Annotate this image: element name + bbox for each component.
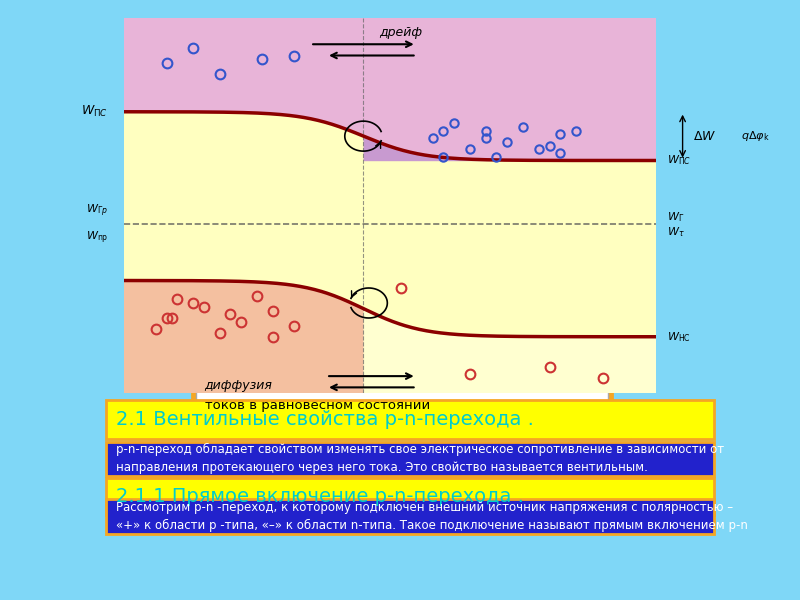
FancyBboxPatch shape [106, 478, 714, 515]
FancyBboxPatch shape [106, 499, 714, 534]
Text: p-n-переход обладает свойством изменять свое электрическое сопротивление в завис: p-n-переход обладает свойством изменять … [115, 443, 724, 475]
Text: диффузия: диффузия [204, 379, 272, 392]
Text: 2.1 Вентильные свойства p-n-перехода .: 2.1 Вентильные свойства p-n-перехода . [115, 410, 534, 429]
FancyBboxPatch shape [106, 442, 714, 476]
Text: $W_{\rm HC}$: $W_{\rm HC}$ [666, 330, 690, 344]
FancyBboxPatch shape [196, 86, 609, 374]
Text: $W_{\Gamma p}$: $W_{\Gamma p}$ [86, 203, 108, 220]
Polygon shape [364, 309, 656, 393]
Text: $\Delta W$: $\Delta W$ [694, 130, 717, 143]
Text: Зонная диаграмма $\bf{p}$-$\bf{n}$-перехода, иллюстрирующая баланс
токов в равно: Зонная диаграмма $\bf{p}$-$\bf{n}$-перех… [206, 376, 624, 412]
FancyBboxPatch shape [192, 83, 612, 377]
Text: $W_{\Gamma}$: $W_{\Gamma}$ [666, 210, 684, 224]
Text: 2.1.1 Прямое включение p-n-перехода .: 2.1.1 Прямое включение p-n-перехода . [115, 487, 523, 506]
FancyBboxPatch shape [192, 374, 612, 415]
Text: дрейф: дрейф [379, 26, 422, 39]
Text: Рассмотрим p-n -переход, к которому подключен внешний источник напряжения с поля: Рассмотрим p-n -переход, к которому подк… [115, 501, 747, 532]
FancyBboxPatch shape [196, 377, 609, 412]
Text: $W_{\Pi C}$: $W_{\Pi C}$ [81, 104, 108, 119]
Text: $q\Delta\varphi_{\rm k}$: $q\Delta\varphi_{\rm k}$ [741, 129, 770, 143]
Text: $W_{\rm np}$: $W_{\rm np}$ [86, 229, 108, 245]
Text: $W_{\Pi C}$: $W_{\Pi C}$ [666, 154, 691, 167]
Text: $W_{\tau}$: $W_{\tau}$ [666, 225, 684, 239]
Polygon shape [124, 112, 656, 337]
Polygon shape [124, 18, 656, 160]
Polygon shape [124, 281, 656, 393]
Polygon shape [364, 136, 656, 160]
FancyBboxPatch shape [106, 400, 714, 439]
